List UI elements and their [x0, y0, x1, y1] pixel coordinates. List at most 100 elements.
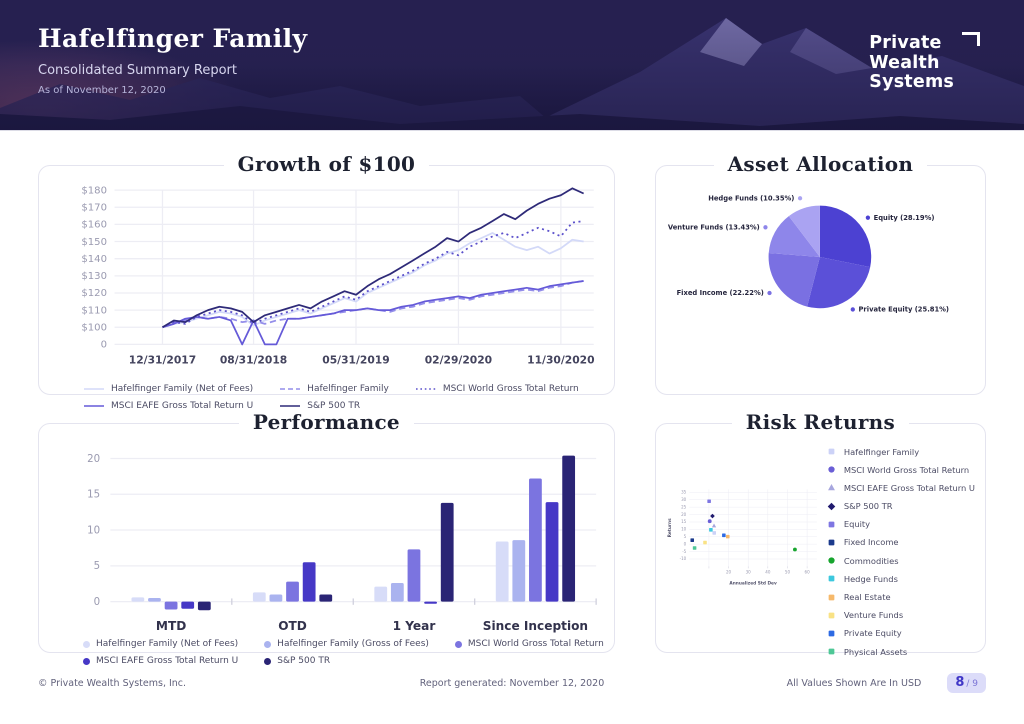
performance-bar-chart: 0 5 10 15 20 MTD OTD 1 Year Since Inception [49, 438, 604, 637]
svg-text:$140: $140 [81, 254, 107, 265]
svg-text:$100: $100 [81, 323, 107, 334]
page-title: Hafelfinger Family [38, 24, 308, 53]
performance-legend: Hafelfinger Family (Net of Fees) Hafelfin… [83, 639, 604, 666]
legend-label: Equity [843, 519, 871, 530]
legend-item: MSCI EAFE Gross Total Return U [826, 482, 975, 493]
legend-item: Hafelfinger Family (Net of Fees) [83, 639, 238, 649]
legend-label: S&P 500 TR [843, 501, 893, 512]
report-footer: © Private Wealth Systems, Inc. Report ge… [0, 659, 1024, 693]
legend-label: Physical Assets [843, 646, 908, 657]
logo-line-2: Wealth [869, 52, 940, 73]
card-risk-returns: Risk Returns -10 -5 0 5 10 15 20 25 30 35 20 30 40 50… [654, 410, 986, 657]
svg-text:0: 0 [94, 597, 101, 608]
legend-item: MSCI World Gross Total Return [826, 464, 975, 475]
svg-text:MTD: MTD [156, 619, 186, 633]
growth-chart: $180 $170 $160 $150 $140 $130 $120 $110 $100 0 12/… [49, 180, 604, 382]
svg-text:Returns: Returns [667, 518, 673, 538]
legend-item: S&P 500 TR [279, 401, 360, 411]
legend-label: Venture Funds [843, 610, 904, 621]
svg-text:$130: $130 [81, 271, 107, 282]
svg-text:5: 5 [94, 561, 101, 572]
legend-dot [83, 640, 90, 648]
legend-item: MSCI EAFE Gross Total Return U [83, 401, 253, 411]
page-current: 8 [955, 675, 965, 690]
svg-text:50: 50 [785, 569, 791, 574]
legend-label: Hedge Funds [843, 573, 898, 584]
legend-label: MSCI World Gross Total Return [843, 464, 970, 475]
allocation-card-title: Asset Allocation [713, 152, 928, 176]
svg-text:$150: $150 [81, 237, 107, 248]
svg-text:5: 5 [683, 534, 686, 539]
svg-text:15: 15 [87, 490, 100, 501]
legend-label: MSCI World Gross Total Return [467, 639, 604, 650]
legend-label: Hafelfinger Family [843, 446, 920, 457]
svg-text:-10: -10 [679, 556, 686, 561]
svg-text:Fixed Income (22.22%): Fixed Income (22.22%) [676, 289, 763, 297]
legend-item: MSCI World Gross Total Return [454, 639, 604, 650]
growth-legend: Hafelfinger Family (Net of Fees) Hafelfin… [83, 384, 604, 411]
page-number-badge[interactable]: 8/ 9 [947, 673, 986, 693]
growth-card-title: Growth of $100 [223, 152, 430, 176]
legend-label: Hafelfinger Family [307, 383, 389, 394]
legend-item: Real Estate [826, 592, 975, 603]
legend-dot [454, 640, 462, 648]
legend-item: Hafelfinger Family (Gross of Fees) [264, 639, 429, 649]
risk-scatter-chart: -10 -5 0 5 10 15 20 25 30 35 20 30 40 50 60 Returns Annu… [666, 438, 826, 634]
legend-label: Hafelfinger Family (Net of Fees) [111, 383, 254, 394]
svg-text:40: 40 [765, 569, 771, 574]
legend-item: Hafelfinger Family (Net of Fees) [83, 384, 253, 394]
as-of-date: As of November 12, 2020 [38, 85, 166, 96]
svg-text:1 Year: 1 Year [393, 619, 436, 633]
risk-card-title: Risk Returns [731, 410, 910, 434]
svg-text:0: 0 [101, 340, 107, 351]
legend-item: S&P 500 TR [826, 501, 975, 512]
legend-label: Hafelfinger Family (Gross of Fees) [277, 639, 429, 650]
logo-line-3: Systems [869, 72, 954, 93]
legend-label: S&P 500 TR [277, 656, 331, 667]
legend-dot [83, 657, 90, 665]
svg-text:OTD: OTD [278, 619, 307, 633]
legend-item: MSCI EAFE Gross Total Return U [83, 656, 238, 666]
svg-text:Since Inception: Since Inception [483, 619, 588, 633]
legend-item: Equity [826, 519, 975, 530]
report-header: Hafelfinger Family Consolidated Summary … [0, 0, 1024, 131]
svg-text:$160: $160 [81, 220, 107, 231]
svg-text:20: 20 [726, 569, 732, 574]
legend-item: Hafelfinger Family [826, 446, 975, 457]
legend-item: MSCI World Gross Total Return [415, 384, 579, 394]
legend-item: Commodities [826, 555, 975, 566]
svg-text:0: 0 [683, 541, 686, 546]
legend-label: Fixed Income [843, 537, 899, 548]
footer-currency-note: All Values Shown Are In USD [786, 677, 922, 689]
legend-item: S&P 500 TR [264, 656, 330, 666]
svg-text:05/31/2019: 05/31/2019 [322, 353, 389, 366]
svg-text:12/31/2017: 12/31/2017 [129, 353, 196, 366]
svg-text:Equity (28.19%): Equity (28.19%) [873, 214, 934, 222]
card-growth-of-100: Growth of $100 $180 $170 $160 $150 $140 $130 $… [38, 152, 615, 411]
mountain-art [0, 0, 1024, 130]
svg-text:$180: $180 [81, 185, 107, 196]
svg-text:Private Equity (25.81%): Private Equity (25.81%) [858, 306, 949, 314]
legend-item: Venture Funds [826, 610, 975, 621]
legend-label: Hafelfinger Family (Net of Fees) [96, 639, 239, 650]
svg-text:30: 30 [745, 569, 751, 574]
svg-text:-5: -5 [682, 549, 686, 554]
svg-text:$120: $120 [81, 288, 107, 299]
svg-text:20: 20 [87, 454, 100, 465]
svg-text:35: 35 [681, 490, 687, 495]
svg-text:10: 10 [87, 525, 100, 536]
allocation-pie-chart: Equity (28.19%) Private Equity (25.81%) Fi… [666, 180, 975, 324]
svg-text:60: 60 [804, 569, 810, 574]
legend-item: Private Equity [826, 628, 975, 639]
legend-label: S&P 500 TR [307, 400, 361, 411]
legend-label: Real Estate [843, 592, 891, 602]
svg-text:15: 15 [681, 519, 687, 524]
legend-label: Private Equity [843, 628, 902, 639]
risk-legend: Hafelfinger Family MSCI World Gross Total… [826, 446, 975, 664]
page-subtitle: Consolidated Summary Report [38, 63, 237, 78]
footer-generated: Report generated: November 12, 2020 [419, 677, 605, 689]
header-text-block: Hafelfinger Family Consolidated Summary … [38, 24, 307, 130]
legend-item: Hedge Funds [826, 573, 975, 584]
svg-text:Annualized Std Dev: Annualized Std Dev [729, 581, 777, 587]
logo-bracket-icon [962, 32, 982, 54]
